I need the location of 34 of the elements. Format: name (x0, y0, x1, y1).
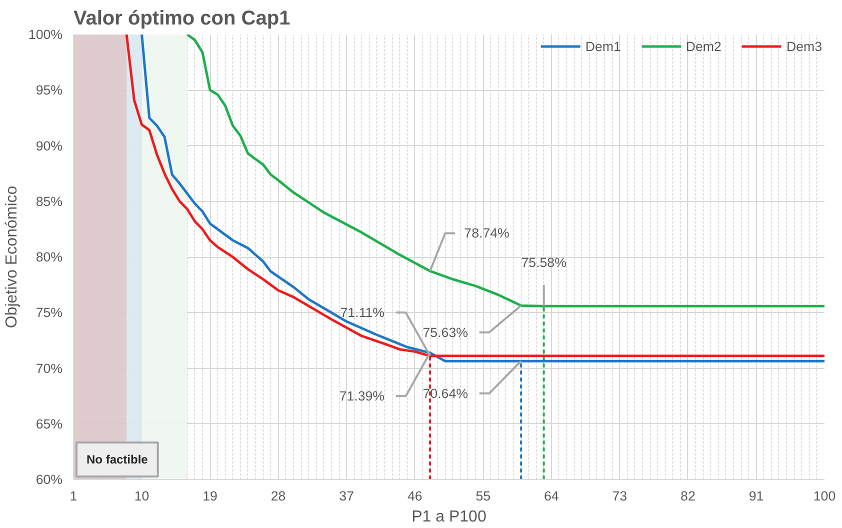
legend-label: Dem2 (686, 38, 722, 54)
x-tick-label: 46 (407, 488, 422, 504)
y-tick-label: 60% (36, 472, 63, 487)
annotation: 75.58% (521, 254, 567, 270)
y-axis-title: Objetivo Económico (3, 186, 20, 328)
x-tick-label: 91 (748, 488, 764, 504)
x-axis-title: P1 a P100 (412, 508, 486, 526)
x-tick-label: 73 (612, 488, 628, 504)
y-tick-label: 75% (36, 305, 63, 320)
x-tick-label: 100 (813, 488, 836, 504)
annotation: 71.11% (340, 305, 385, 320)
legend-label: Dem3 (786, 38, 822, 54)
y-tick-label: 100% (28, 27, 63, 42)
legend-label: Dem1 (585, 38, 621, 54)
annotation: 70.64% (422, 386, 468, 401)
x-tick-label: 19 (202, 488, 218, 504)
x-tick-label: 10 (134, 488, 150, 504)
x-tick-label: 28 (270, 488, 286, 504)
y-tick-label: 85% (36, 194, 63, 209)
y-tick-label: 65% (36, 416, 63, 432)
y-tick-label: 80% (36, 250, 63, 264)
y-tick-label: 70% (36, 360, 63, 376)
annotation: 71.39% (339, 388, 385, 404)
x-tick-label: 1 (70, 488, 78, 504)
chart-title: Valor óptimo con Cap1 (74, 8, 290, 30)
annotation: 78.74% (464, 226, 510, 241)
annotation: 75.63% (422, 324, 468, 340)
y-tick-label: 90% (36, 138, 63, 154)
x-tick-label: 64 (544, 488, 560, 504)
annotation: No factible (86, 452, 148, 466)
y-tick-label: 95% (36, 82, 63, 98)
x-tick-label: 82 (680, 488, 696, 504)
x-tick-label: 55 (476, 488, 491, 504)
x-tick-label: 37 (339, 488, 354, 504)
